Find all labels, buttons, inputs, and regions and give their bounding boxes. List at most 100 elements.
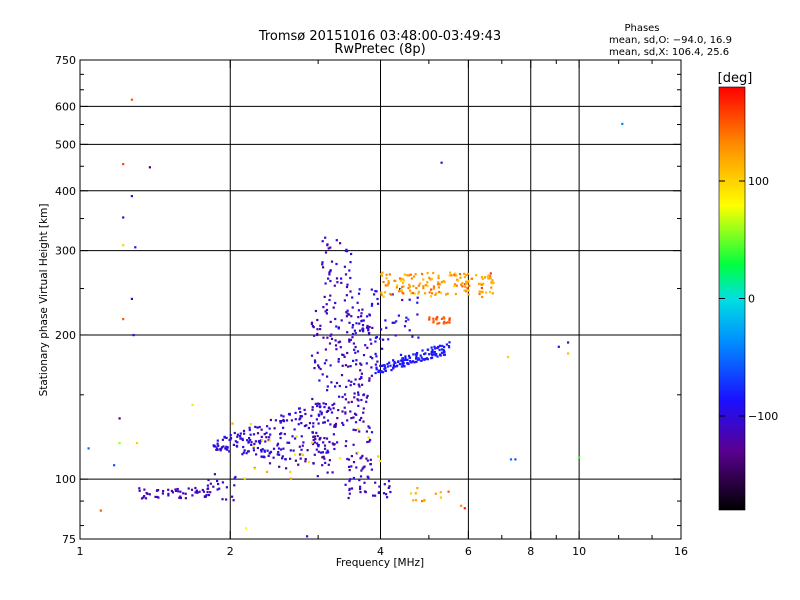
data-point [377,455,380,458]
data-point [439,496,442,499]
data-point [383,364,386,367]
data-point [264,440,267,443]
data-point [465,282,468,285]
data-point [294,411,297,414]
data-point [489,277,492,280]
data-point [343,355,346,358]
data-point [341,421,344,425]
data-point [343,265,346,268]
data-point [348,469,351,472]
data-point [322,455,325,458]
data-point [217,482,220,486]
data-point [254,440,257,443]
data-point [354,378,357,381]
data-point [424,352,427,355]
data-point [343,393,347,396]
data-point [328,273,331,276]
data-point [453,273,456,276]
data-point [467,289,470,292]
data-point [430,277,433,281]
data-point [348,321,351,324]
data-point [432,353,436,356]
data-point [326,385,329,388]
data-point [414,492,417,495]
data-point [387,338,390,341]
data-point [333,402,336,405]
phases-x-stats: mean, sd,X: 106.4, 25.6 [609,47,729,58]
colorbar-label: [deg] [718,71,753,86]
data-point [345,285,349,289]
data-point [282,426,285,429]
data-point [377,369,381,372]
data-point [221,498,224,501]
data-point [357,428,360,431]
data-point [156,495,159,499]
data-point [207,494,211,497]
data-point [342,353,345,357]
data-point [254,425,257,428]
data-point [366,315,369,318]
data-point [434,492,437,495]
data-point [130,297,133,300]
data-point [310,414,313,417]
data-point [361,328,364,331]
data-point [409,273,412,276]
data-point [454,292,457,296]
data-point [312,425,315,428]
data-point [302,441,305,444]
data-point [324,310,327,313]
data-point [436,322,439,325]
data-point [399,289,402,292]
data-point [257,440,260,443]
data-point [375,368,378,371]
data-point [360,372,363,375]
data-point [289,470,292,473]
data-point [244,527,248,530]
data-point [461,285,464,288]
data-point [357,292,361,295]
data-point [438,283,441,286]
data-point [430,346,433,349]
data-point [269,418,272,422]
data-point [349,365,352,368]
data-point [317,444,320,447]
data-point [225,436,228,439]
data-point [443,345,446,348]
data-point [304,460,307,463]
data-point [415,287,418,290]
data-point [327,463,330,466]
data-point [352,416,355,419]
data-point [221,481,224,484]
data-point [349,261,352,264]
data-point [311,406,314,409]
data-point [386,496,389,499]
data-point [305,424,308,427]
data-point [140,497,144,500]
data-point [260,449,263,452]
data-point [367,476,370,479]
data-point [206,487,209,491]
data-point [233,477,236,480]
data-point [424,292,427,295]
data-point [232,499,235,502]
data-point [335,348,338,351]
data-point [155,489,159,492]
data-point [359,369,362,372]
data-point [246,450,249,453]
data-point [393,360,396,363]
data-point [509,458,513,461]
data-point [324,461,327,464]
data-point [343,299,346,302]
data-point [438,290,441,294]
data-point [438,322,441,325]
data-point [354,429,357,432]
data-point [397,360,400,363]
data-point [312,422,315,425]
data-point [337,327,340,330]
data-point [276,442,280,445]
data-point [212,485,215,488]
data-point [218,487,221,490]
data-point [348,465,351,468]
data-point [362,319,365,322]
